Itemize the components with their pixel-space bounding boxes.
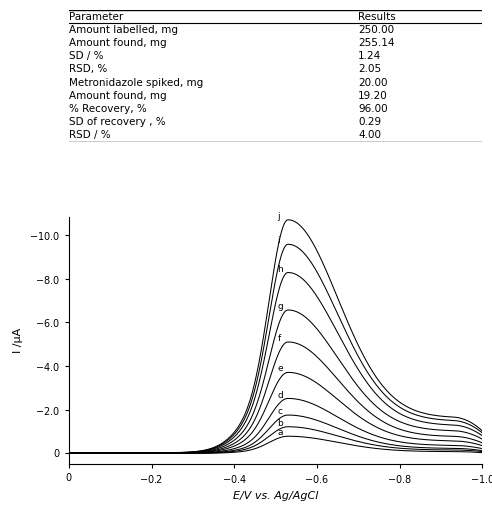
Text: % Recovery, %: % Recovery, % bbox=[69, 104, 147, 114]
Text: RSD, %: RSD, % bbox=[69, 64, 107, 74]
Text: Results: Results bbox=[358, 12, 396, 22]
Text: i: i bbox=[277, 236, 280, 246]
Text: f: f bbox=[277, 334, 281, 343]
Text: Amount labelled, mg: Amount labelled, mg bbox=[69, 25, 178, 35]
Text: g: g bbox=[277, 302, 283, 311]
Text: Amount found, mg: Amount found, mg bbox=[69, 91, 166, 101]
X-axis label: E/V vs. Ag/AgCl: E/V vs. Ag/AgCl bbox=[233, 491, 318, 501]
Text: 96.00: 96.00 bbox=[358, 104, 388, 114]
Text: j: j bbox=[277, 212, 280, 221]
Y-axis label: I /μA: I /μA bbox=[13, 328, 23, 353]
Text: 0.29: 0.29 bbox=[358, 117, 381, 127]
Text: b: b bbox=[277, 419, 283, 428]
Text: a: a bbox=[277, 428, 283, 438]
Text: Amount found, mg: Amount found, mg bbox=[69, 38, 166, 48]
Text: 250.00: 250.00 bbox=[358, 25, 394, 35]
Text: 19.20: 19.20 bbox=[358, 91, 388, 101]
Text: SD / %: SD / % bbox=[69, 51, 103, 61]
Text: 255.14: 255.14 bbox=[358, 38, 395, 48]
Text: 2.05: 2.05 bbox=[358, 64, 381, 74]
Text: RSD / %: RSD / % bbox=[69, 130, 111, 140]
Text: c: c bbox=[277, 407, 282, 416]
Text: Metronidazole spiked, mg: Metronidazole spiked, mg bbox=[69, 77, 203, 88]
Text: h: h bbox=[277, 265, 283, 273]
Text: 4.00: 4.00 bbox=[358, 130, 381, 140]
Text: SD of recovery , %: SD of recovery , % bbox=[69, 117, 165, 127]
Text: 1.24: 1.24 bbox=[358, 51, 381, 61]
Text: d: d bbox=[277, 391, 283, 399]
Text: Parameter: Parameter bbox=[69, 12, 123, 22]
Text: 20.00: 20.00 bbox=[358, 77, 388, 88]
Text: e: e bbox=[277, 364, 283, 374]
